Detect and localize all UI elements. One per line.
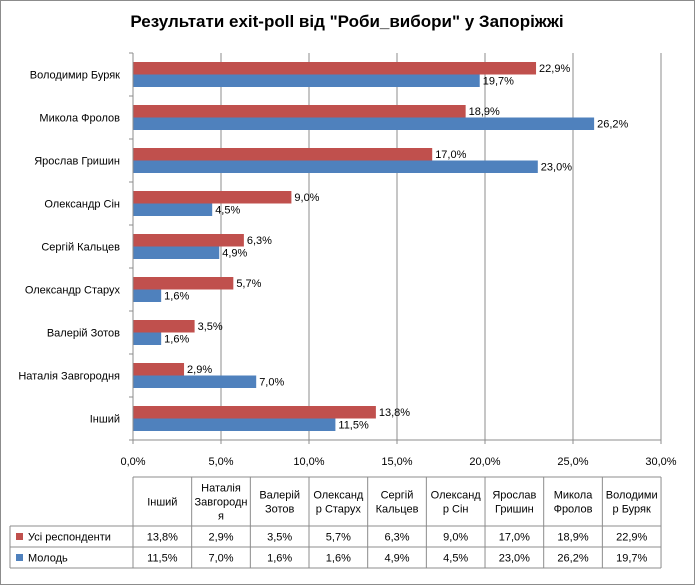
table-value-cell: 1,6% [326, 553, 351, 565]
data-label: 1,6% [164, 291, 189, 303]
bar-all [133, 320, 195, 333]
table-header-cell: р Сін [443, 504, 469, 516]
x-tick-label: 10,0% [293, 456, 324, 468]
table-value-cell: 13,8% [147, 532, 178, 544]
table-header-cell: р Буряк [613, 504, 651, 516]
table-header-cell: Володими [606, 490, 658, 502]
table-header-cell: Олександ [431, 490, 482, 502]
data-label: 11,5% [338, 420, 369, 432]
bar-all [133, 62, 537, 75]
category-label: Микола Фролов [39, 113, 120, 125]
bar-youth [133, 418, 336, 431]
category-label: Валерій Зотов [47, 328, 120, 340]
category-label: Сергій Кальцев [41, 242, 120, 254]
category-label: Ярослав Гришин [34, 156, 120, 168]
bar-youth [133, 203, 213, 216]
category-label: Інший [90, 414, 120, 426]
table-header-cell: Валерій [259, 490, 300, 502]
table-value-cell: 2,9% [208, 532, 233, 544]
table-value-cell: 1,6% [267, 553, 292, 565]
table-header-cell: Кальцев [376, 504, 419, 516]
table-header-cell: Микола [554, 490, 594, 502]
bar-youth [133, 332, 162, 345]
category-label: Володимир Буряк [30, 70, 120, 82]
table-value-cell: 19,7% [616, 553, 647, 565]
table-header-cell: Сергій [381, 490, 414, 502]
bar-youth [133, 375, 257, 388]
table-value-cell: 7,0% [208, 553, 233, 565]
data-label: 17,0% [435, 149, 466, 161]
table-value-cell: 18,9% [557, 532, 588, 544]
bar-youth [133, 74, 480, 87]
data-label: 26,2% [597, 119, 628, 131]
data-label: 19,7% [483, 76, 514, 88]
category-label: Наталія Завгородня [18, 371, 120, 383]
bar-all [133, 406, 376, 419]
data-label: 6,3% [247, 235, 272, 247]
table-header-cell: р Старух [316, 504, 362, 516]
table-header-cell: Гришин [495, 504, 534, 516]
category-label: Олександр Сін [44, 199, 120, 211]
table-header-cell: Ярослав [492, 490, 536, 502]
table-header-cell: Фролов [554, 504, 593, 516]
bar-youth [133, 160, 538, 173]
table-value-cell: 3,5% [267, 532, 292, 544]
table-value-cell: 4,5% [443, 553, 468, 565]
x-tick-label: 0,0% [120, 456, 145, 468]
data-label: 13,8% [379, 407, 410, 419]
table-value-cell: 4,9% [384, 553, 409, 565]
bar-all [133, 277, 234, 290]
table-value-cell: 9,0% [443, 532, 468, 544]
table-value-cell: 6,3% [384, 532, 409, 544]
x-tick-label: 20,0% [469, 456, 500, 468]
data-label: 5,7% [236, 278, 261, 290]
data-label: 3,5% [198, 321, 223, 333]
data-label: 7,0% [259, 377, 284, 389]
data-label: 18,9% [469, 106, 500, 118]
table-header-cell: Завгородн [195, 497, 248, 509]
x-tick-label: 30,0% [645, 456, 676, 468]
data-label: 1,6% [164, 334, 189, 346]
bar-all [133, 234, 244, 247]
table-header-cell: я [218, 511, 224, 523]
x-tick-label: 25,0% [557, 456, 588, 468]
legend-key-youth [16, 554, 23, 561]
bar-youth [133, 246, 220, 259]
data-label: 9,0% [294, 192, 319, 204]
table-value-cell: 17,0% [499, 532, 530, 544]
category-label: Олександр Старух [25, 285, 121, 297]
table-header-cell: Зотов [265, 504, 295, 516]
table-header-cell: Інший [147, 497, 177, 509]
table-row-label: Молодь [28, 553, 68, 565]
table-value-cell: 26,2% [557, 553, 588, 565]
data-label: 2,9% [187, 364, 212, 376]
data-label: 23,0% [541, 162, 572, 174]
x-tick-label: 5,0% [208, 456, 233, 468]
bar-all [133, 105, 466, 118]
data-label: 4,5% [215, 205, 240, 217]
legend-key-all [16, 533, 23, 540]
bar-all [133, 363, 185, 376]
table-header-cell: Наталія [201, 483, 241, 495]
data-label: 4,9% [222, 248, 247, 260]
chart-title: Результати exit-poll від "Роби_вибори" у… [130, 12, 563, 31]
bar-all [133, 148, 433, 161]
data-label: 22,9% [539, 63, 570, 75]
table-row-label: Усі респонденти [28, 532, 111, 544]
table-value-cell: 23,0% [499, 553, 530, 565]
bar-youth [133, 289, 162, 302]
x-tick-label: 15,0% [381, 456, 412, 468]
bar-all [133, 191, 292, 204]
table-value-cell: 11,5% [147, 553, 178, 565]
table-header-cell: Олександ [313, 490, 364, 502]
table-value-cell: 5,7% [326, 532, 351, 544]
table-value-cell: 22,9% [616, 532, 647, 544]
bar-youth [133, 117, 595, 130]
